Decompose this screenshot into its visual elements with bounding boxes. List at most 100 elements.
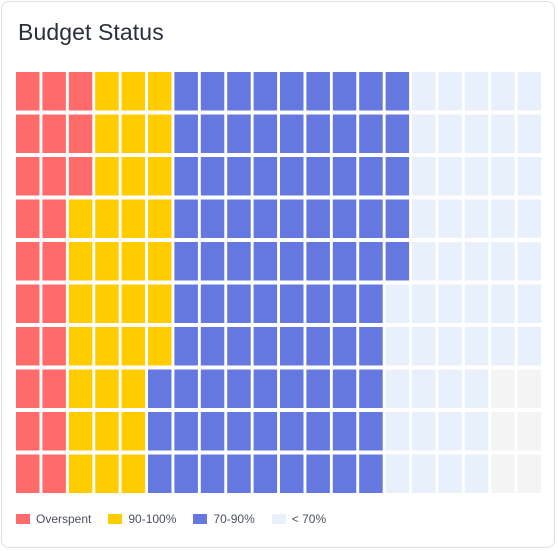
waffle-cell-70 (517, 284, 542, 323)
waffle-cell-70 (438, 157, 462, 196)
waffle-cell-90-100 (121, 157, 146, 196)
waffle-cell-70-90 (306, 242, 330, 281)
waffle-cell-overspent (16, 72, 40, 111)
waffle-cell-70-90 (200, 199, 225, 238)
waffle-cell-90-100 (95, 284, 119, 323)
waffle-cell-70-90 (306, 369, 330, 408)
waffle-cell-70-90 (359, 199, 383, 238)
waffle-cell-70-90 (306, 454, 330, 493)
waffle-cell-70-90 (253, 412, 278, 451)
waffle-cell-70-90 (280, 369, 304, 408)
waffle-cell-70-90 (359, 284, 383, 323)
waffle-cell-70-90 (306, 114, 330, 153)
waffle-cell-90-100 (68, 284, 93, 323)
waffle-cell-70-90 (227, 72, 251, 111)
legend-swatch-90-100 (108, 514, 123, 524)
waffle-cell-70 (412, 72, 436, 111)
waffle-cell-70-90 (359, 72, 383, 111)
waffle-cell-overspent (16, 242, 40, 281)
waffle-cell-70 (438, 242, 462, 281)
waffle-cell-70-90 (174, 454, 198, 493)
waffle-cell-70-90 (227, 369, 251, 408)
waffle-cell-70-90 (227, 454, 251, 493)
waffle-cell-70 (491, 242, 515, 281)
waffle-cell-70-90 (148, 454, 172, 493)
waffle-cell-70 (464, 114, 489, 153)
waffle-cell-70-90 (227, 199, 251, 238)
waffle-cell-90-100 (121, 199, 146, 238)
waffle-cell-70-90 (200, 242, 225, 281)
waffle-cell-70 (517, 72, 542, 111)
waffle-cell-70-90 (280, 72, 304, 111)
waffle-cell-70 (412, 199, 436, 238)
waffle-cell-70 (438, 114, 462, 153)
waffle-cell-70-90 (174, 412, 198, 451)
waffle-cell-70-90 (385, 242, 410, 281)
waffle-cell-70-90 (200, 327, 225, 366)
waffle-cell-70-90 (148, 369, 172, 408)
waffle-cell-70-90 (359, 242, 383, 281)
waffle-cell-70-90 (227, 157, 251, 196)
waffle-cell-70-90 (306, 157, 330, 196)
legend-item-overspent[interactable]: Overspent (16, 512, 91, 526)
waffle-cell-empty (517, 369, 542, 408)
waffle-cell-70-90 (200, 114, 225, 153)
waffle-cell-70-90 (332, 284, 357, 323)
waffle-cell-70-90 (174, 114, 198, 153)
waffle-cell-90-100 (148, 114, 172, 153)
waffle-cell-90-100 (95, 369, 119, 408)
waffle-cell-90-100 (95, 454, 119, 493)
waffle-cell-70 (464, 242, 489, 281)
waffle-cell-70-90 (174, 72, 198, 111)
chart-legend: Overspent 90-100% 70-90% < 70% (16, 512, 343, 526)
waffle-cell-overspent (42, 72, 66, 111)
legend-item-under-70[interactable]: < 70% (271, 512, 326, 526)
waffle-cell-overspent (42, 454, 66, 493)
waffle-cell-overspent (42, 412, 66, 451)
waffle-cell-overspent (42, 157, 66, 196)
chart-title: Budget Status (18, 19, 164, 45)
waffle-cell-70-90 (332, 157, 357, 196)
legend-swatch-overspent (16, 514, 30, 524)
legend-item-90-100[interactable]: 90-100% (108, 512, 176, 526)
waffle-cell-70-90 (306, 327, 330, 366)
waffle-cell-70-90 (359, 114, 383, 153)
waffle-cell-70-90 (280, 199, 304, 238)
waffle-cell-90-100 (148, 157, 172, 196)
waffle-cell-70-90 (332, 412, 357, 451)
waffle-cell-empty (491, 412, 515, 451)
waffle-cell-overspent (42, 242, 66, 281)
waffle-cell-70-90 (253, 369, 278, 408)
waffle-cell-70 (464, 72, 489, 111)
waffle-cell-70-90 (359, 412, 383, 451)
waffle-cell-70 (385, 454, 410, 493)
waffle-cell-70-90 (280, 114, 304, 153)
waffle-cell-70 (517, 157, 542, 196)
waffle-cell-70 (438, 72, 462, 111)
waffle-cell-70 (464, 284, 489, 323)
waffle-cell-70-90 (359, 369, 383, 408)
waffle-cell-90-100 (95, 157, 119, 196)
legend-label-90-100: 90-100% (128, 512, 177, 526)
waffle-cell-70-90 (385, 72, 410, 111)
waffle-cell-90-100 (95, 114, 119, 153)
waffle-cell-90-100 (148, 199, 172, 238)
waffle-cell-overspent (42, 114, 66, 153)
waffle-cell-70-90 (253, 199, 278, 238)
waffle-cell-90-100 (148, 242, 172, 281)
legend-swatch-70-90 (193, 514, 208, 524)
legend-item-70-90[interactable]: 70-90% (193, 512, 255, 526)
waffle-cell-70-90 (280, 327, 304, 366)
waffle-cell-90-100 (148, 327, 172, 366)
waffle-cell-70 (438, 412, 462, 451)
waffle-cell-70-90 (385, 157, 410, 196)
waffle-cell-70 (517, 114, 542, 153)
waffle-cell-90-100 (95, 327, 119, 366)
waffle-cell-70-90 (253, 157, 278, 196)
waffle-cell-70 (464, 454, 489, 493)
waffle-cell-70-90 (174, 284, 198, 323)
waffle-cell-90-100 (95, 242, 119, 281)
waffle-cell-70-90 (332, 114, 357, 153)
waffle-cell-70 (491, 327, 515, 366)
waffle-cell-70-90 (227, 284, 251, 323)
